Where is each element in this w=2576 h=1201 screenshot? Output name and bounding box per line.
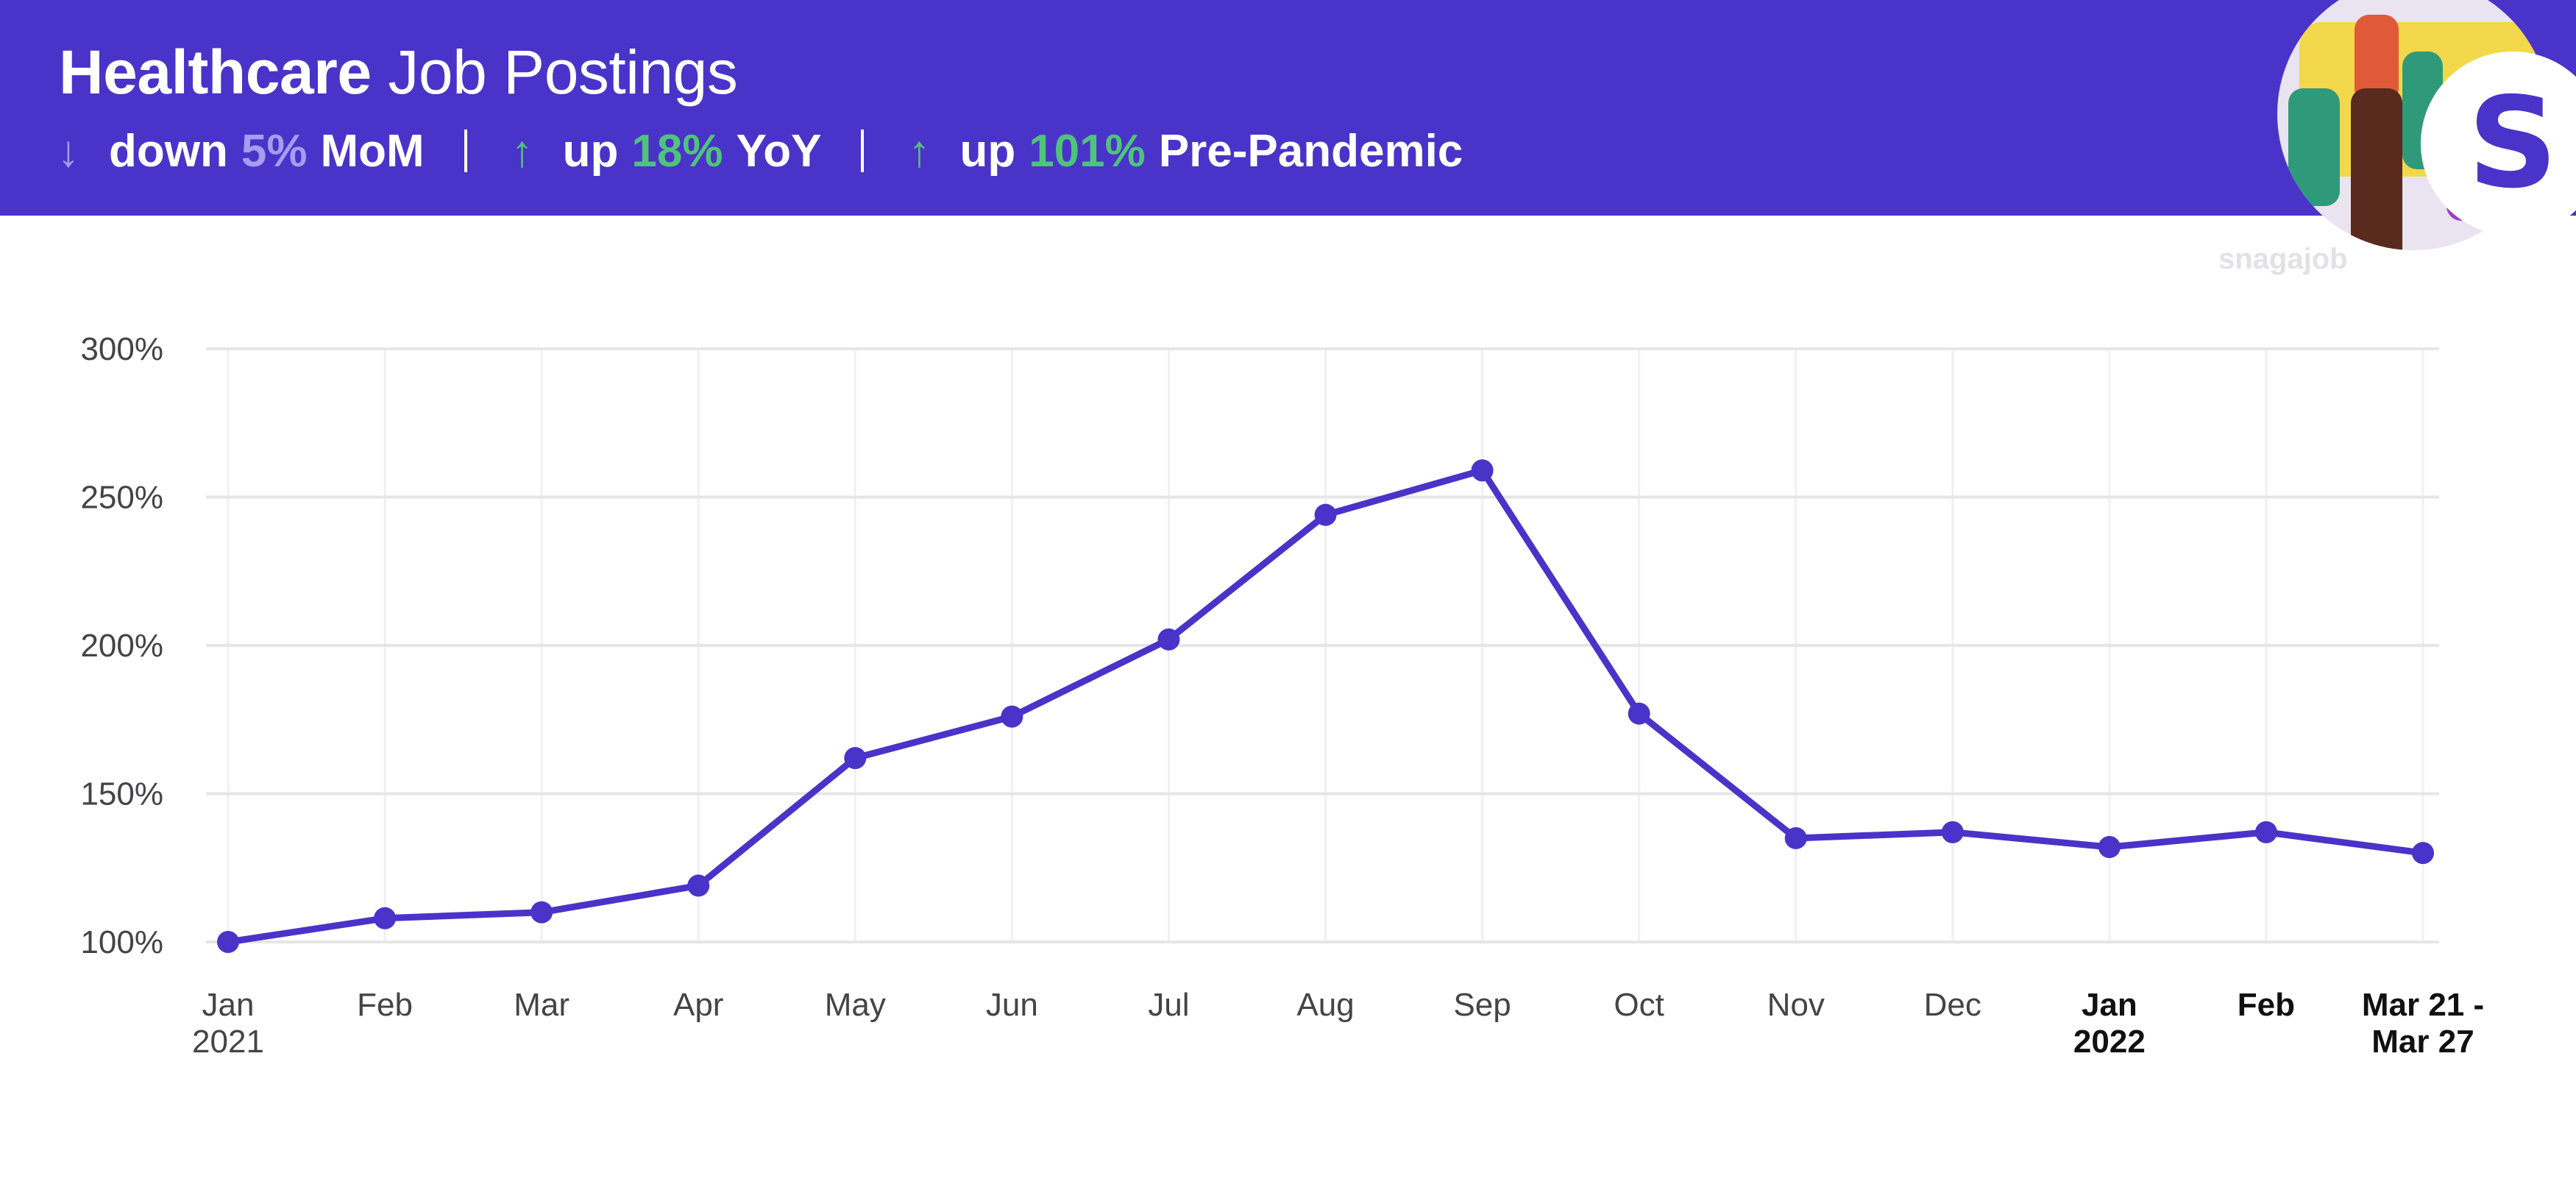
x-tick-label: Nov [1767,987,1825,1023]
data-point [844,747,867,770]
stat-mom-label: MoM [320,125,425,177]
arrow-down-icon: ↓ [57,126,79,176]
arrow-up-icon: ↑ [511,126,533,176]
x-tick-label: May [825,987,886,1023]
x-tick-label: Oct [1614,987,1664,1023]
y-tick-label: 200% [80,628,163,664]
data-point [1314,503,1337,526]
x-tick-label: Sep [1453,987,1511,1023]
x-tick-label: Mar [514,987,570,1023]
data-point [217,931,239,953]
y-tick-label: 300% [80,331,163,367]
data-point [1001,705,1023,728]
stat-divider [861,130,865,172]
x-tick-label: Aug [1296,987,1354,1023]
stat-mom-word: down [109,125,228,177]
data-point [2098,836,2121,859]
stat-yoy-word: up [562,125,619,177]
x-tick-label: Jan 2021 [192,987,264,1060]
data-point [1628,702,1650,725]
stat-yoy: ↑ up 18% YoY [511,125,822,177]
stat-mom-value: 5% [241,125,308,177]
data-point [1471,459,1494,482]
stat-divider [464,130,467,172]
x-tick-label: Mar 21 -Mar 27 [2362,987,2484,1060]
data-point [374,907,397,929]
x-tick-label: Feb [2238,987,2295,1023]
data-point [1157,628,1180,651]
page-title: Healthcare Job Postings [59,35,738,109]
title-rest: Job Postings [388,38,738,107]
x-tick-label: Jan 2022 [2073,987,2146,1060]
x-tick-label: Jul [1148,987,1189,1023]
stat-mom: ↓ down 5% MoM [57,125,425,177]
stats-row: ↓ down 5% MoM ↑ up 18% YoY ↑ up 101% Pre… [57,121,1463,180]
y-tick-label: 100% [80,924,163,960]
data-point [2254,821,2277,843]
y-tick-label: 150% [80,776,163,812]
stat-yoy-label: YoY [736,125,822,177]
stat-prepandemic: ↑ up 101% Pre-Pandemic [908,125,1463,177]
y-tick-label: 250% [80,480,163,516]
x-tick-label: Dec [1924,987,1981,1023]
title-bold: Healthcare [59,38,372,107]
x-tick-label: Jun [986,987,1038,1023]
header-banner: Healthcare Job Postings ↓ down 5% MoM ↑ … [0,0,2576,216]
arrow-up-icon: ↑ [908,126,931,176]
data-point [1941,821,1964,843]
data-point [531,901,553,924]
stat-prepandemic-label: Pre-Pandemic [1158,125,1463,177]
stat-prepandemic-value: 101% [1029,125,1146,177]
data-point [2412,842,2434,865]
snagajob-logo-icon: S [2421,52,2576,235]
stat-prepandemic-word: up [959,125,1016,177]
stat-yoy-value: 18% [631,125,723,177]
x-tick-label: Feb [357,987,413,1023]
data-point [1784,826,1807,849]
data-point [687,874,710,897]
brand-watermark: snagajob [2218,243,2348,275]
x-tick-label: Apr [673,987,723,1023]
